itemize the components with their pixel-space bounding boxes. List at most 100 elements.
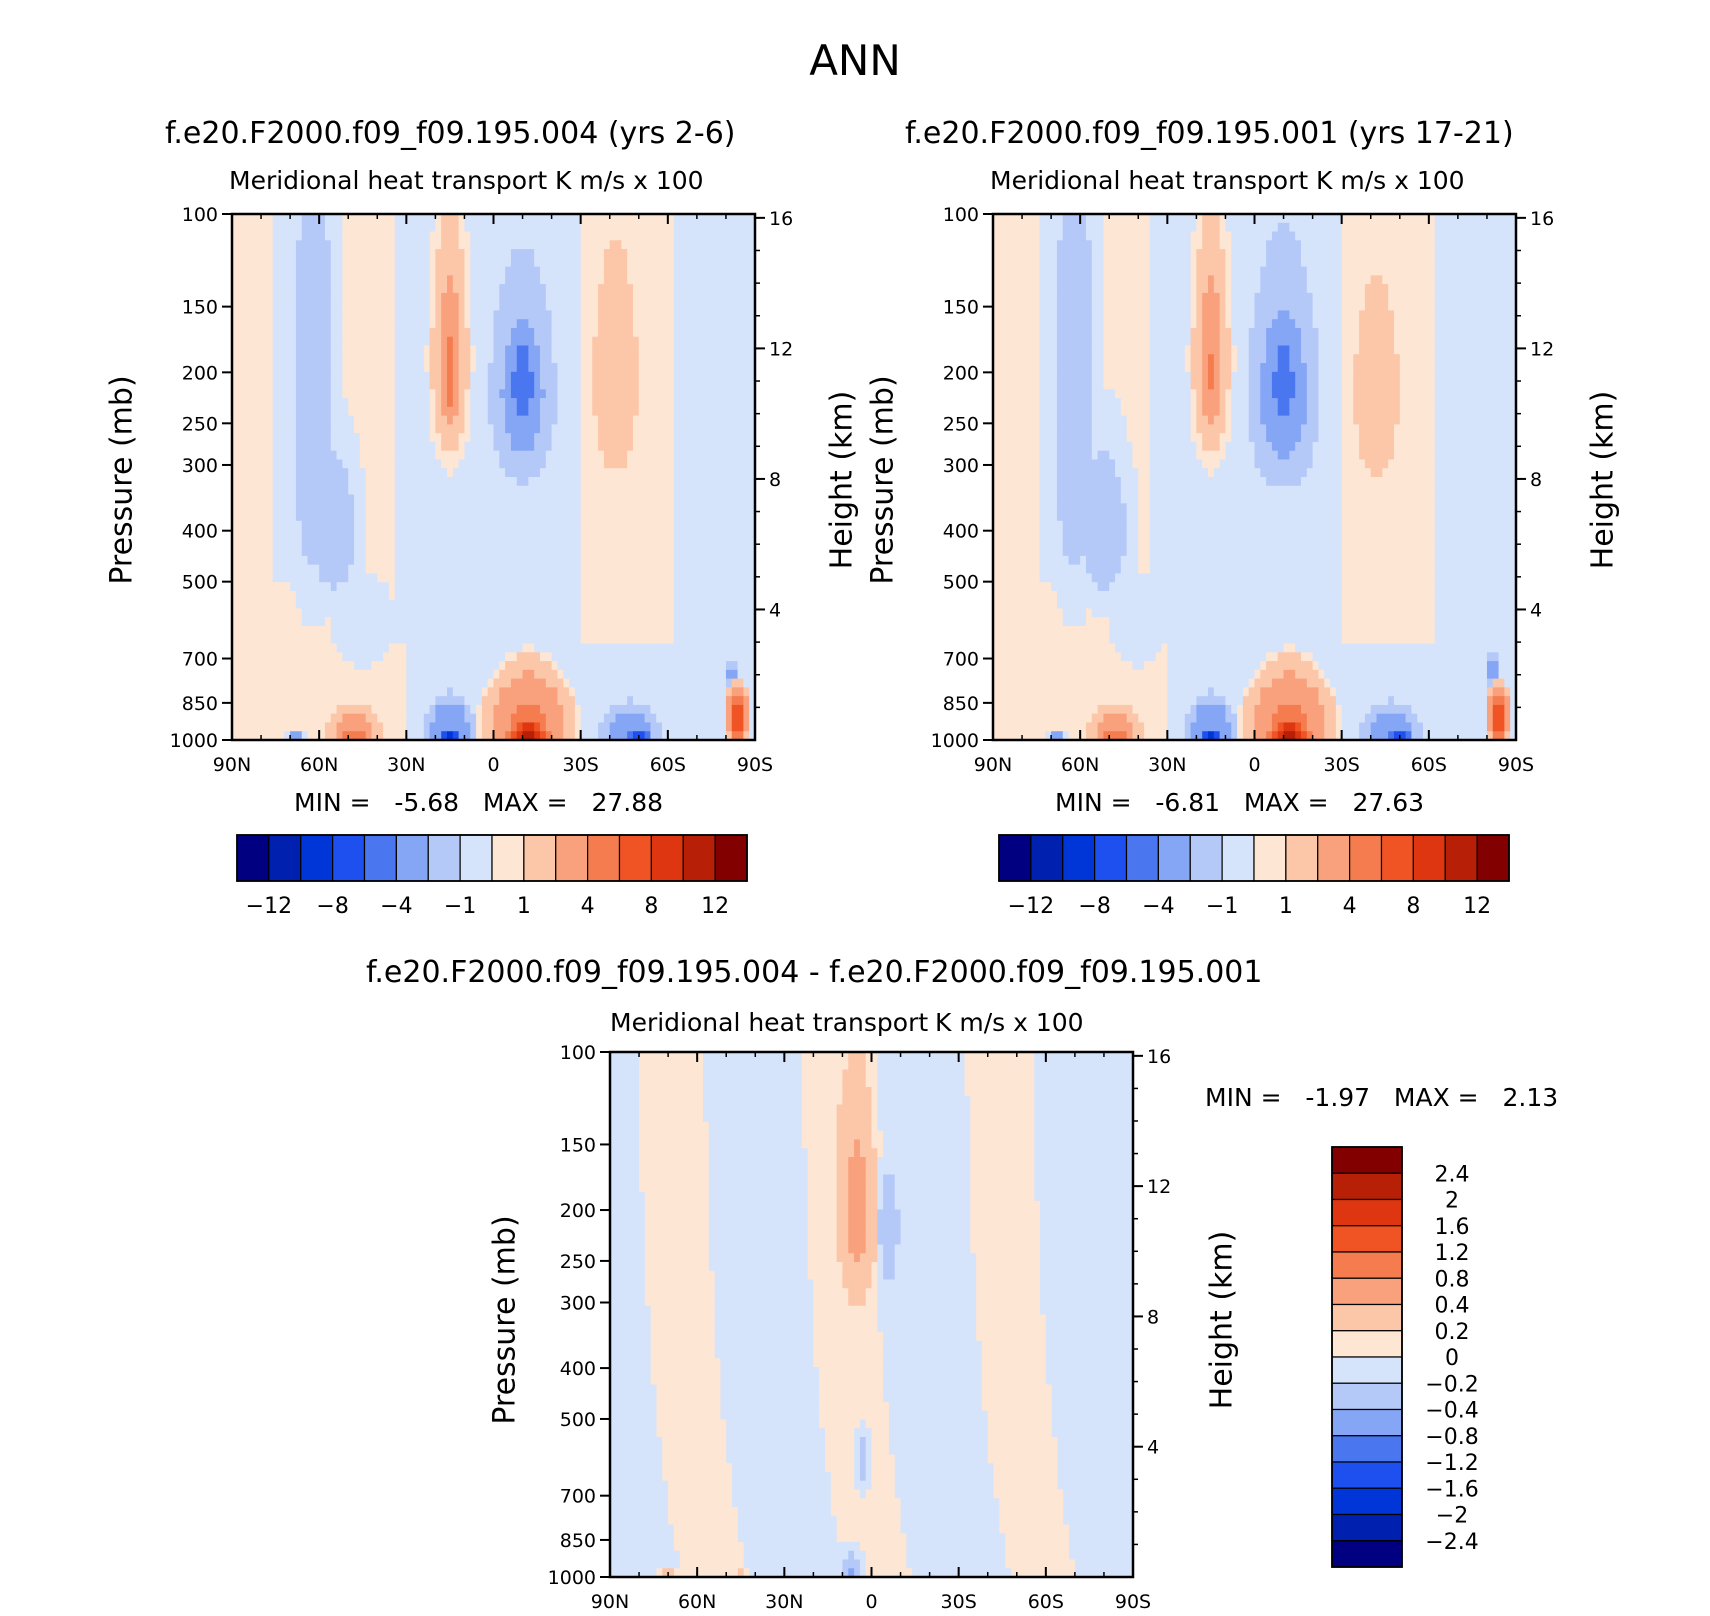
field-cell bbox=[720, 380, 727, 390]
field-cell bbox=[359, 398, 367, 408]
field-cell bbox=[441, 275, 448, 285]
field-cell bbox=[545, 590, 553, 601]
field-cell bbox=[394, 485, 402, 496]
field-cell bbox=[359, 257, 367, 268]
field-cell bbox=[441, 214, 448, 224]
field-cell bbox=[330, 249, 338, 259]
field-cell bbox=[679, 371, 686, 382]
field-cell bbox=[284, 441, 291, 452]
field-cell bbox=[691, 406, 698, 417]
field-cell bbox=[435, 468, 442, 478]
field-cell bbox=[708, 319, 715, 329]
field-cell bbox=[708, 678, 715, 688]
field-cell bbox=[295, 301, 303, 312]
field-cell bbox=[545, 512, 553, 522]
field-cell bbox=[371, 669, 378, 680]
field-cell bbox=[371, 608, 378, 618]
field-cell bbox=[476, 240, 483, 250]
field-cell bbox=[749, 257, 756, 268]
field-cell bbox=[237, 512, 245, 522]
field-cell bbox=[359, 310, 367, 320]
field-cell bbox=[243, 450, 251, 461]
field-cell bbox=[702, 529, 710, 539]
field-cell bbox=[505, 327, 512, 338]
field-cell bbox=[452, 450, 460, 461]
field-cell bbox=[516, 406, 524, 417]
field-cell bbox=[447, 661, 454, 671]
field-cell bbox=[295, 354, 303, 364]
field-cell bbox=[266, 555, 274, 566]
field-cell bbox=[574, 231, 582, 241]
field-cell bbox=[336, 573, 344, 583]
field-cell bbox=[539, 626, 547, 636]
field-cell bbox=[412, 582, 419, 592]
field-cell bbox=[522, 643, 529, 653]
field-cell bbox=[534, 617, 541, 627]
field-cell bbox=[499, 555, 506, 566]
field-cell bbox=[551, 406, 559, 417]
field-cell bbox=[290, 512, 297, 522]
field-cell bbox=[481, 380, 489, 390]
field-cell bbox=[435, 319, 442, 329]
field-cell bbox=[423, 459, 431, 469]
field-cell bbox=[650, 389, 657, 399]
field-cell bbox=[609, 441, 617, 452]
field-cell bbox=[534, 468, 541, 478]
field-cell bbox=[470, 222, 477, 233]
field-cell bbox=[749, 669, 756, 680]
field-cell bbox=[714, 538, 721, 548]
field-cell bbox=[237, 222, 245, 233]
field-cell bbox=[342, 468, 349, 478]
field-cell bbox=[441, 459, 448, 469]
field-cell bbox=[551, 275, 559, 285]
field-cell bbox=[458, 363, 466, 373]
field-cell bbox=[447, 433, 454, 443]
field-cell bbox=[423, 275, 431, 285]
field-cell bbox=[435, 520, 442, 531]
field-cell bbox=[603, 240, 611, 250]
field-cell bbox=[598, 266, 605, 276]
field-cell bbox=[232, 547, 239, 557]
field-cell bbox=[319, 564, 326, 575]
field-cell bbox=[371, 617, 378, 627]
field-cell bbox=[470, 459, 477, 469]
field-cell bbox=[464, 582, 471, 592]
field-cell bbox=[336, 459, 344, 469]
field-cell bbox=[627, 441, 634, 452]
field-cell bbox=[598, 240, 605, 250]
field-cell bbox=[476, 292, 483, 303]
field-cell bbox=[249, 301, 256, 312]
field-cell bbox=[342, 450, 349, 461]
field-cell bbox=[632, 275, 640, 285]
field-cell bbox=[667, 634, 675, 645]
field-cell bbox=[284, 599, 291, 610]
field-cell bbox=[638, 389, 646, 399]
field-cell bbox=[377, 389, 384, 399]
field-cell bbox=[557, 573, 564, 583]
field-cell bbox=[708, 214, 715, 224]
field-cell bbox=[662, 336, 669, 347]
field-cell bbox=[720, 406, 727, 417]
field-cell bbox=[301, 669, 309, 680]
field-cell bbox=[621, 336, 628, 347]
field-cell bbox=[383, 529, 390, 539]
field-cell bbox=[255, 520, 262, 531]
field-cell bbox=[580, 661, 588, 671]
field-cell bbox=[516, 222, 524, 233]
field-cell bbox=[534, 240, 541, 250]
field-cell bbox=[598, 485, 605, 496]
field-cell bbox=[342, 415, 349, 425]
field-cell bbox=[255, 678, 262, 688]
field-cell bbox=[476, 284, 483, 294]
field-cell bbox=[458, 520, 466, 531]
field-cell bbox=[272, 652, 280, 662]
field-cell bbox=[656, 389, 663, 399]
field-cell bbox=[377, 441, 384, 452]
field-cell bbox=[266, 582, 274, 592]
field-cell bbox=[452, 477, 460, 487]
field-cell bbox=[545, 345, 553, 355]
field-cell bbox=[290, 284, 297, 294]
field-cell bbox=[725, 214, 733, 224]
field-cell bbox=[720, 626, 727, 636]
field-cell bbox=[237, 459, 245, 469]
